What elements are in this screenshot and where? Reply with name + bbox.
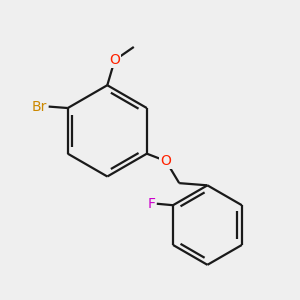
Text: O: O [160, 154, 171, 168]
Text: Br: Br [32, 100, 47, 114]
Text: F: F [147, 197, 155, 211]
Text: O: O [109, 53, 120, 67]
